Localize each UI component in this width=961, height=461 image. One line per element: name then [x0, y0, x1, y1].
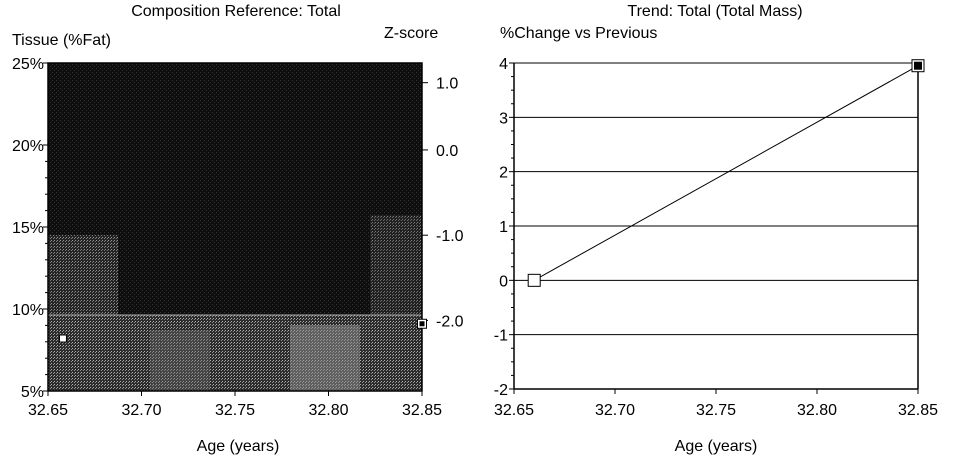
trend-y-tick-label: -2 — [494, 382, 508, 399]
composition-point — [58, 334, 67, 343]
composition-x-axis-label: Age (years) — [197, 438, 280, 455]
composition-chart-title: Composition Reference: Total — [131, 3, 341, 20]
composition-y-tick-label: 5% — [21, 384, 44, 401]
composition-y-tick-label: 15% — [12, 220, 44, 237]
composition-x-tick-label: 32.70 — [121, 402, 161, 419]
reference-band-bottom-dither — [48, 315, 422, 391]
composition-z-tick-label: -2.0 — [436, 313, 464, 330]
reference-band-light-patch — [290, 325, 360, 391]
trend-y-tick-label: 3 — [499, 110, 508, 127]
trend-y-tick-label: 0 — [499, 273, 508, 290]
trend-x-tick-label: 32.85 — [898, 402, 938, 419]
composition-chart: Composition Reference: Total Tissue (%Fa… — [12, 3, 464, 455]
trend-x-tick-label: 32.65 — [494, 402, 534, 419]
composition-plot-area — [47, 62, 423, 392]
trend-y-tick-label: 2 — [499, 165, 508, 182]
composition-x-tick-label: 32.75 — [215, 402, 255, 419]
composition-y-tick-label: 25% — [12, 56, 44, 73]
trend-marks: -2 -1 0 1 2 3 4 32.65 32.70 32.75 32.80 32.85 Age (y… — [494, 56, 938, 455]
trend-y-tick-label: 1 — [499, 219, 508, 236]
trend-x-tick-label: 32.80 — [797, 402, 837, 419]
composition-y-tick-label: 20% — [12, 138, 44, 155]
composition-point-fill — [419, 321, 425, 327]
trend-point — [527, 273, 541, 287]
composition-x-tick-label: 32.85 — [402, 402, 442, 419]
composition-z-tick-label: 0.0 — [436, 143, 458, 160]
trend-y-tick-label: 4 — [499, 56, 508, 73]
trend-y-tick-label: -1 — [494, 328, 508, 345]
trend-x-axis-label: Age (years) — [675, 438, 758, 455]
composition-z-tick-label: -1.0 — [436, 228, 464, 245]
trend-chart-title: Trend: Total (Total Mass) — [627, 3, 802, 20]
trend-x-tick-label: 32.75 — [696, 402, 736, 419]
composition-z-axis-label: Z-score — [384, 25, 438, 42]
composition-x-tick-label: 32.80 — [308, 402, 348, 419]
trend-x-tick-label: 32.70 — [595, 402, 635, 419]
trend-point-fill — [914, 61, 922, 70]
composition-x-tick-label: 32.65 — [28, 402, 68, 419]
trend-y-axis-label: %Change vs Previous — [500, 25, 657, 42]
composition-marks: 5% 10% 15% 20% 25% 1.0 0.0 -1.0 -2.0 32.65 32.70 32… — [12, 56, 464, 455]
trend-chart: Trend: Total (Total Mass) %Change vs Pre… — [494, 3, 938, 455]
composition-y-tick-label: 10% — [12, 302, 44, 319]
reference-band-lower-right — [370, 215, 422, 315]
reference-band-light-patch-2 — [150, 330, 210, 390]
composition-y-axis-label: Tissue (%Fat) — [12, 32, 111, 49]
reference-band-lower-left — [48, 235, 118, 315]
trend-series-line — [533, 65, 919, 281]
composition-z-tick-label: 1.0 — [436, 76, 458, 93]
